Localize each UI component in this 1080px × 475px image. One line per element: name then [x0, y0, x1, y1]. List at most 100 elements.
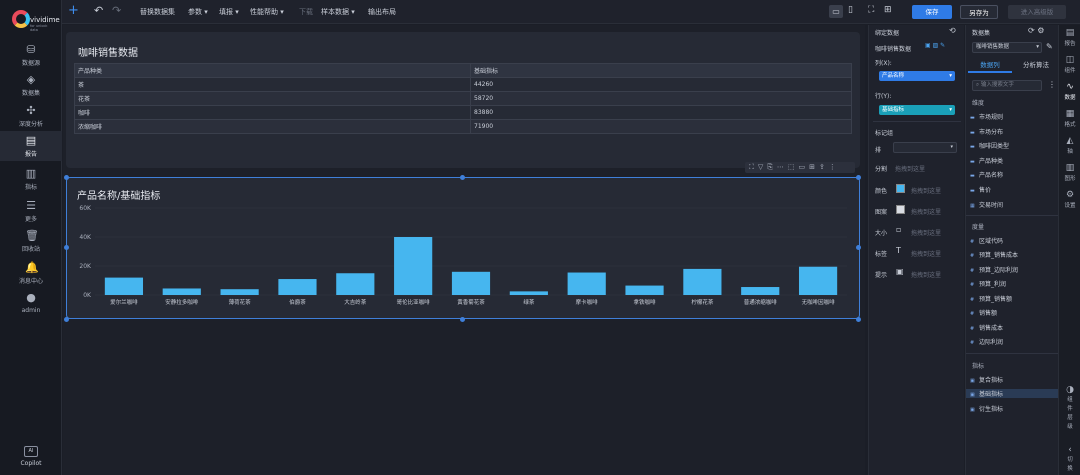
col-label: 列(X):	[875, 60, 892, 67]
prop-drop-hint[interactable]: 拖拽到这里	[911, 230, 942, 237]
bar-chart[interactable]: 0K 20K 40K 60K 爱尔兰咖啡 安静拉多咖啡 薄荷花茶 伯爵茶 大吉岭茶 哥伦比亚咖啡 黄…	[67, 204, 861, 318]
tab-component[interactable]: ◫ 组件	[1059, 55, 1080, 74]
add-icon[interactable]: +	[68, 3, 79, 18]
nav-item-report[interactable]: ▤ 报告	[0, 131, 62, 161]
prop-drop-hint[interactable]: 拖拽到这里	[911, 272, 942, 279]
refresh-icon[interactable]: ⟲	[949, 26, 956, 35]
row-field-pill[interactable]: 基础指标 ▾	[879, 105, 955, 115]
nav-item-admin[interactable]: ● admin	[21, 291, 41, 315]
prop-drop-hint[interactable]: 拖拽到这里	[911, 251, 942, 258]
replace-dataset-button[interactable]: 替换数据集	[140, 8, 175, 16]
report-canvas[interactable]: 咖啡销售数据 产品种类 基础指标 茶 44260 花茶 58720 咖啡 83880 …	[63, 25, 865, 475]
dataset-select[interactable]: 咖啡销售数据 ▾	[972, 42, 1042, 53]
params-menu[interactable]: 参数 ▾	[188, 8, 208, 16]
measure-field[interactable]: # 边际利润	[970, 339, 1004, 346]
tab-format[interactable]: ▦ 格式	[1059, 109, 1080, 128]
dimension-field[interactable]: ▬ 市场规则	[970, 114, 1004, 121]
pattern-icon[interactable]	[896, 205, 905, 214]
tab-report[interactable]: ▤ 报告	[1059, 28, 1080, 47]
prop-drop-hint[interactable]: 拖拽到这里	[911, 188, 942, 195]
tab-analysis-algorithms[interactable]: 分析算法	[1023, 61, 1049, 69]
table-cell: 58720	[470, 91, 852, 106]
nav-item-datasource[interactable]: ⛁ 数据源	[21, 43, 40, 68]
perf-help-menu[interactable]: 性能帮助 ▾	[250, 8, 284, 16]
output-layout-button[interactable]: 输出布局	[368, 8, 396, 16]
measure-field[interactable]: # 预算_利润	[970, 281, 1007, 288]
size-icon[interactable]: ▫	[896, 225, 902, 234]
measure-field[interactable]: # 预算_边际利润	[970, 267, 1019, 274]
nav-item-trash[interactable]: 🗑 回收站	[21, 229, 40, 254]
table-header[interactable]: 基础指标	[470, 63, 852, 78]
fill-menu[interactable]: 填报 ▾	[219, 8, 239, 16]
redo-icon[interactable]: ↷	[112, 4, 122, 17]
shape-tab-icon: ▥	[1065, 163, 1075, 173]
edit-dataset-icon[interactable]: ✎	[1046, 42, 1053, 51]
logo-ring-icon	[12, 10, 30, 28]
desktop-view-icon[interactable]: ▭	[829, 5, 843, 18]
download-button[interactable]: 下载	[299, 8, 313, 16]
measure-field[interactable]: # 预算_销售额	[970, 296, 1013, 303]
sync-icon[interactable]: ⟳ ⚙	[1028, 26, 1045, 35]
field-search-input[interactable]: ⌕ 输入搜索文字	[972, 80, 1042, 91]
mobile-view-icon[interactable]: ▯	[848, 5, 853, 15]
sales-table: 产品种类 基础指标 茶 44260 花茶 58720 咖啡 83880 浓缩咖啡 719…	[74, 63, 852, 134]
tab-shape[interactable]: ▥ 图形	[1059, 163, 1080, 182]
bind-data-panel: 绑定数据 ⟲ 咖啡销售数据 ▣ ▨ ✎ 列(X): 产品名称 ▾ 行(Y): 基础…	[868, 25, 964, 475]
table-cell: 花茶	[74, 91, 471, 106]
group-drop-hint[interactable]: 拖拽到这里	[895, 166, 926, 173]
tab-axis[interactable]: ◭ 轴	[1059, 136, 1080, 155]
prop-drop-hint[interactable]: 拖拽到这里	[911, 209, 942, 216]
tab-data[interactable]: ∿ 数据	[1059, 82, 1080, 101]
fullscreen-icon[interactable]: ⛶	[868, 5, 875, 15]
sort-label: 排	[875, 147, 882, 154]
undo-icon[interactable]: ↶	[94, 4, 104, 17]
chart-card[interactable]: 产品名称/基础指标 0K 20K 40K 60K 爱尔兰咖啡 安静拉多咖啡 薄荷花茶 伯爵茶 大…	[66, 177, 860, 319]
trash-icon: 🗑	[25, 229, 39, 242]
measure-field[interactable]: # 销售额	[970, 310, 998, 317]
save-button[interactable]: 保存	[912, 5, 952, 19]
preview-icon[interactable]: ⊞	[884, 5, 892, 15]
metric-field[interactable]: ▣ 复合指标	[970, 377, 1004, 384]
sample-data-menu[interactable]: 样本数据 ▾	[321, 8, 355, 16]
nav-item-messages[interactable]: 🔔 消息中心	[18, 261, 43, 286]
metric-field[interactable]: ▣ 衍生指标	[970, 406, 1004, 413]
label-icon[interactable]: T	[896, 246, 901, 255]
dimension-field[interactable]: ▦ 交易时间	[970, 202, 1004, 209]
save-as-button[interactable]: 另存为	[960, 5, 998, 19]
color-swatch-icon[interactable]	[896, 184, 905, 193]
dimension-field[interactable]: ▬ 产品种类	[970, 158, 1004, 165]
more-icon: ☰	[26, 199, 36, 212]
col-field-pill[interactable]: 产品名称 ▾	[879, 71, 955, 81]
dimension-field[interactable]: ▬ 产品名称	[970, 172, 1004, 179]
table-card[interactable]: 咖啡销售数据 产品种类 基础指标 茶 44260 花茶 58720 咖啡 83880 …	[66, 32, 860, 168]
table-row: 浓缩咖啡 71900	[74, 119, 852, 134]
nav-item-dataset[interactable]: ◈ 数据集	[21, 73, 40, 98]
dimension-field[interactable]: ▬ 咖啡因类型	[970, 143, 1010, 150]
toggle-panel-button[interactable]: ‹ 切换	[1059, 445, 1080, 474]
table-header-row: 产品种类 基础指标	[74, 63, 852, 78]
measure-field[interactable]: # 预算_销售成本	[970, 252, 1019, 259]
dimension-field[interactable]: ▬ 售价	[970, 187, 992, 194]
copilot-button[interactable]: AI Copilot	[18, 446, 44, 467]
more-options-icon[interactable]: ⋮	[1048, 80, 1056, 89]
component-toolbar[interactable]: ⛶▽⎘⋯⬚▭⊞⇪⋮	[745, 162, 855, 173]
measure-field[interactable]: # 销售成本	[970, 325, 1004, 332]
tab-settings[interactable]: ⚙ 设置	[1059, 190, 1080, 209]
metric-field[interactable]: ▣ 基础指标	[966, 389, 1059, 398]
x-tick-label: 摩卡咖啡	[576, 298, 599, 306]
advanced-mode-button[interactable]: 进入高级版	[1008, 5, 1066, 19]
dimension-field[interactable]: ▬ 市场分布	[970, 129, 1004, 136]
nav-item-deep-analysis[interactable]: ✣ 深度分析	[18, 104, 43, 129]
nav-item-more[interactable]: ☰ 更多	[24, 199, 37, 224]
dataset-actions[interactable]: ▣ ▨ ✎	[925, 42, 946, 49]
dataset-panel: 数据集 ⟳ ⚙ 咖啡销售数据 ▾ ✎ 数据列 分析算法 ⌕ 输入搜索文字 ⋮ 维度…	[965, 25, 1059, 475]
tab-component-layers[interactable]: ◑ 组件层级	[1059, 385, 1080, 432]
bar	[509, 291, 548, 295]
brand-logo[interactable]: vividime for unlock data	[10, 8, 60, 38]
nav-item-metrics[interactable]: ▥ 指标	[24, 167, 37, 192]
table-header[interactable]: 产品种类	[74, 63, 471, 78]
tab-data-columns[interactable]: 数据列	[968, 59, 1012, 73]
measure-field[interactable]: # 区域代码	[970, 238, 1004, 245]
tooltip-icon[interactable]: ▣	[896, 267, 904, 276]
sort-select[interactable]: ▾	[893, 142, 957, 153]
